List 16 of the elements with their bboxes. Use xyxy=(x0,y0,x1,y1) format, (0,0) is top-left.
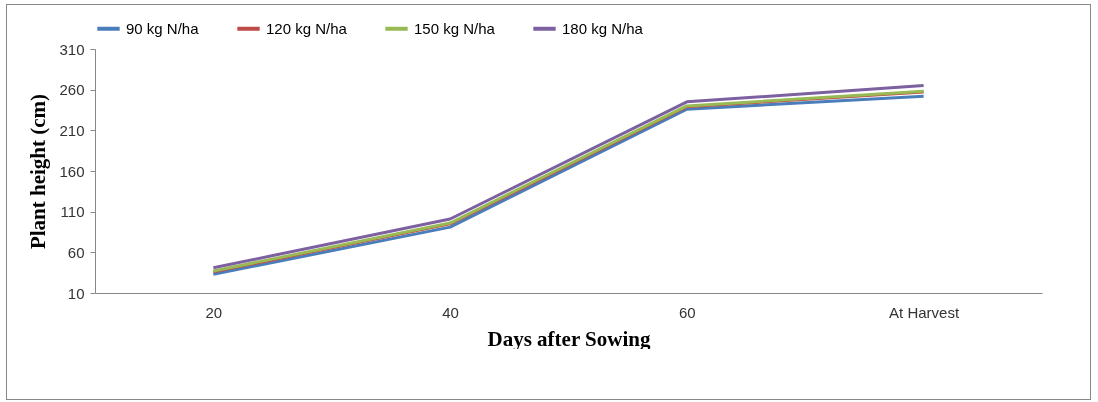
y-axis-title: Plant height (cm) xyxy=(26,93,51,250)
y-tick-label: 310 xyxy=(59,40,85,58)
x-tick-label: 40 xyxy=(442,303,459,321)
y-tick-label: 160 xyxy=(59,162,85,180)
legend-label: 120 kg N/ha xyxy=(266,19,348,37)
legend-label: 150 kg N/ha xyxy=(414,19,496,37)
y-tick-label: 260 xyxy=(59,81,85,99)
x-tick-label: 60 xyxy=(679,303,696,321)
legend-label: 90 kg N/ha xyxy=(126,19,200,37)
legend-label: 180 kg N/ha xyxy=(562,19,644,37)
y-tick-label: 60 xyxy=(67,243,85,261)
x-tick-label: At Harvest xyxy=(889,303,960,321)
y-tick-label: 10 xyxy=(67,284,85,302)
y-tick-label: 110 xyxy=(60,203,85,221)
y-tick-label: 210 xyxy=(59,121,85,139)
x-tick-label: 20 xyxy=(205,303,223,321)
